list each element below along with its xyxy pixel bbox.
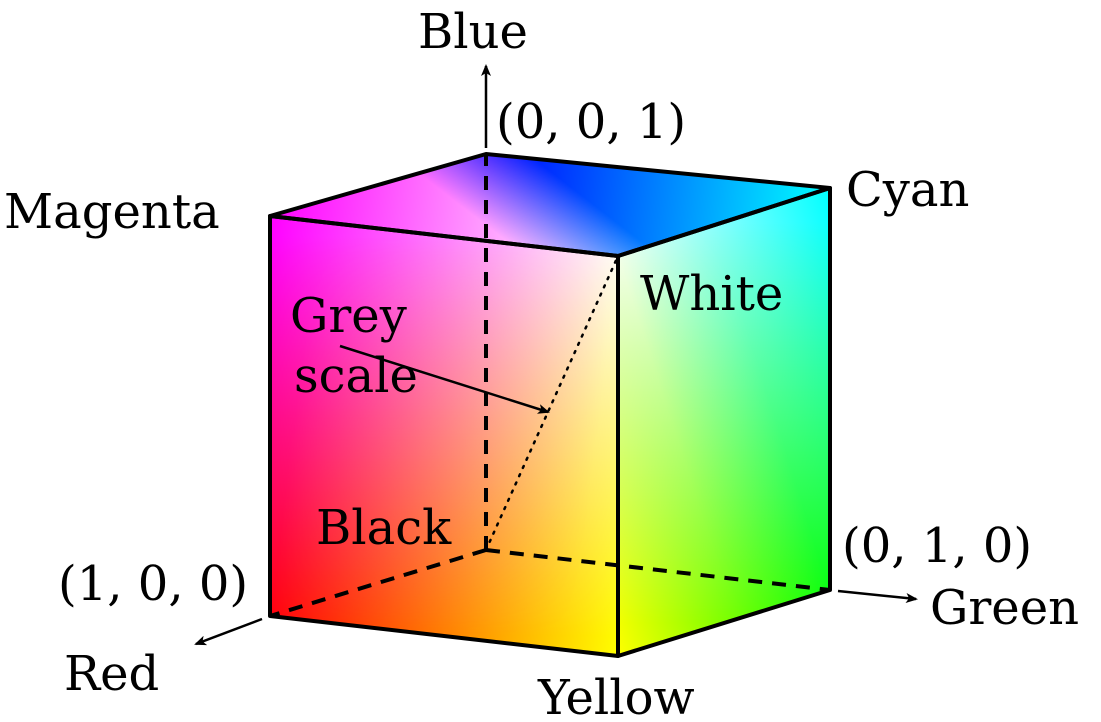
top-face-outline	[268, 152, 832, 258]
magenta-label: Magenta	[4, 184, 220, 240]
blue-coord-label: (0, 0, 1)	[496, 94, 686, 150]
axis-arrows	[194, 64, 918, 646]
right-face-yellow-green-cyan-white	[618, 188, 830, 656]
cyan-label: Cyan	[846, 162, 969, 218]
front-face-red-yellow-white-magenta	[270, 216, 618, 656]
labels: Blue (0, 0, 1) Cyan Magenta White Grey s…	[4, 4, 1079, 722]
red-label: Red	[64, 646, 159, 702]
visible-edges	[268, 152, 832, 658]
right-face-top-fill	[618, 188, 830, 656]
hidden-edges	[269, 154, 831, 618]
black-label: Black	[316, 500, 452, 556]
white-label: White	[640, 266, 783, 322]
front-face-top-fill	[270, 216, 618, 656]
grey-scale-label-line2: scale	[294, 348, 418, 404]
yellow-label: Yellow	[537, 670, 695, 722]
grey-scale-label-line1: Grey	[290, 288, 407, 344]
grey-scale-diagonal	[484, 254, 620, 552]
green-coord-label: (0, 1, 0)	[842, 518, 1032, 574]
green-label: Green	[930, 580, 1079, 636]
blue-label: Blue	[418, 4, 528, 60]
hidden-edge-black-green	[485, 548, 831, 592]
red-coord-label: (1, 0, 0)	[58, 556, 248, 612]
hidden-edge-black-red	[269, 548, 487, 618]
red-axis-arrow	[194, 617, 263, 646]
cube-faces	[270, 154, 830, 656]
grey-scale-pointer-arrow	[339, 344, 550, 414]
green-axis-arrow	[837, 589, 918, 603]
